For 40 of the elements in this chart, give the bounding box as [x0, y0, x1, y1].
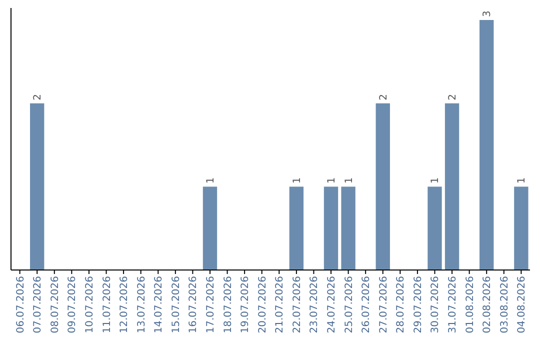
data-label: 2 — [32, 94, 44, 100]
data-label: 1 — [430, 177, 442, 184]
x-tick-label: 19.07.2026 — [240, 276, 252, 334]
x-tick-label: 18.07.2026 — [222, 276, 234, 334]
data-label: 1 — [205, 177, 216, 184]
x-tick-label: 07.07.2026 — [32, 276, 44, 334]
x-tick-label: 06.07.2026 — [15, 276, 26, 334]
data-label: 1 — [344, 177, 355, 184]
data-label: 1 — [326, 177, 338, 184]
data-label: 3 — [482, 10, 494, 17]
x-tick-label: 12.07.2026 — [119, 276, 130, 334]
x-tick-label: 23.07.2026 — [309, 276, 320, 334]
x-tick-label: 17.07.2026 — [205, 276, 216, 334]
x-tick-label: 22.07.2026 — [292, 276, 303, 334]
data-label: 1 — [292, 177, 303, 184]
x-tick-label: 26.07.2026 — [361, 276, 372, 334]
x-tick-label: 04.08.2026 — [516, 276, 528, 334]
data-label: 1 — [516, 177, 528, 184]
x-tick-label: 30.07.2026 — [430, 276, 442, 334]
data-label: 2 — [378, 94, 390, 100]
x-tick-label: 11.07.2026 — [102, 276, 113, 334]
x-tick-label: 20.07.2026 — [257, 276, 268, 334]
x-tick-label: 28.07.2026 — [396, 276, 407, 334]
x-tick-label: 09.07.2026 — [67, 276, 78, 334]
x-tick-label: 21.07.2026 — [274, 276, 286, 334]
x-tick-label: 02.08.2026 — [482, 276, 494, 334]
x-tick-label: 03.08.2026 — [499, 276, 510, 334]
data-label: 2 — [448, 94, 459, 100]
x-tick-label: 01.08.2026 — [464, 276, 476, 334]
x-tick-label: 08.07.2026 — [50, 276, 61, 334]
x-tick-label: 14.07.2026 — [154, 276, 165, 334]
x-tick-label: 27.07.2026 — [378, 276, 390, 334]
x-tick-label: 31.07.2026 — [448, 276, 459, 334]
x-tick-label: 24.07.2026 — [326, 276, 338, 334]
x-tick-label: 15.07.2026 — [170, 276, 182, 334]
x-tick-label: 10.07.2026 — [84, 276, 96, 334]
x-tick-label: 25.07.2026 — [344, 276, 355, 334]
x-tick-label: 13.07.2026 — [136, 276, 148, 334]
x-tick-label: 16.07.2026 — [188, 276, 200, 334]
x-tick-label: 29.07.2026 — [412, 276, 424, 334]
